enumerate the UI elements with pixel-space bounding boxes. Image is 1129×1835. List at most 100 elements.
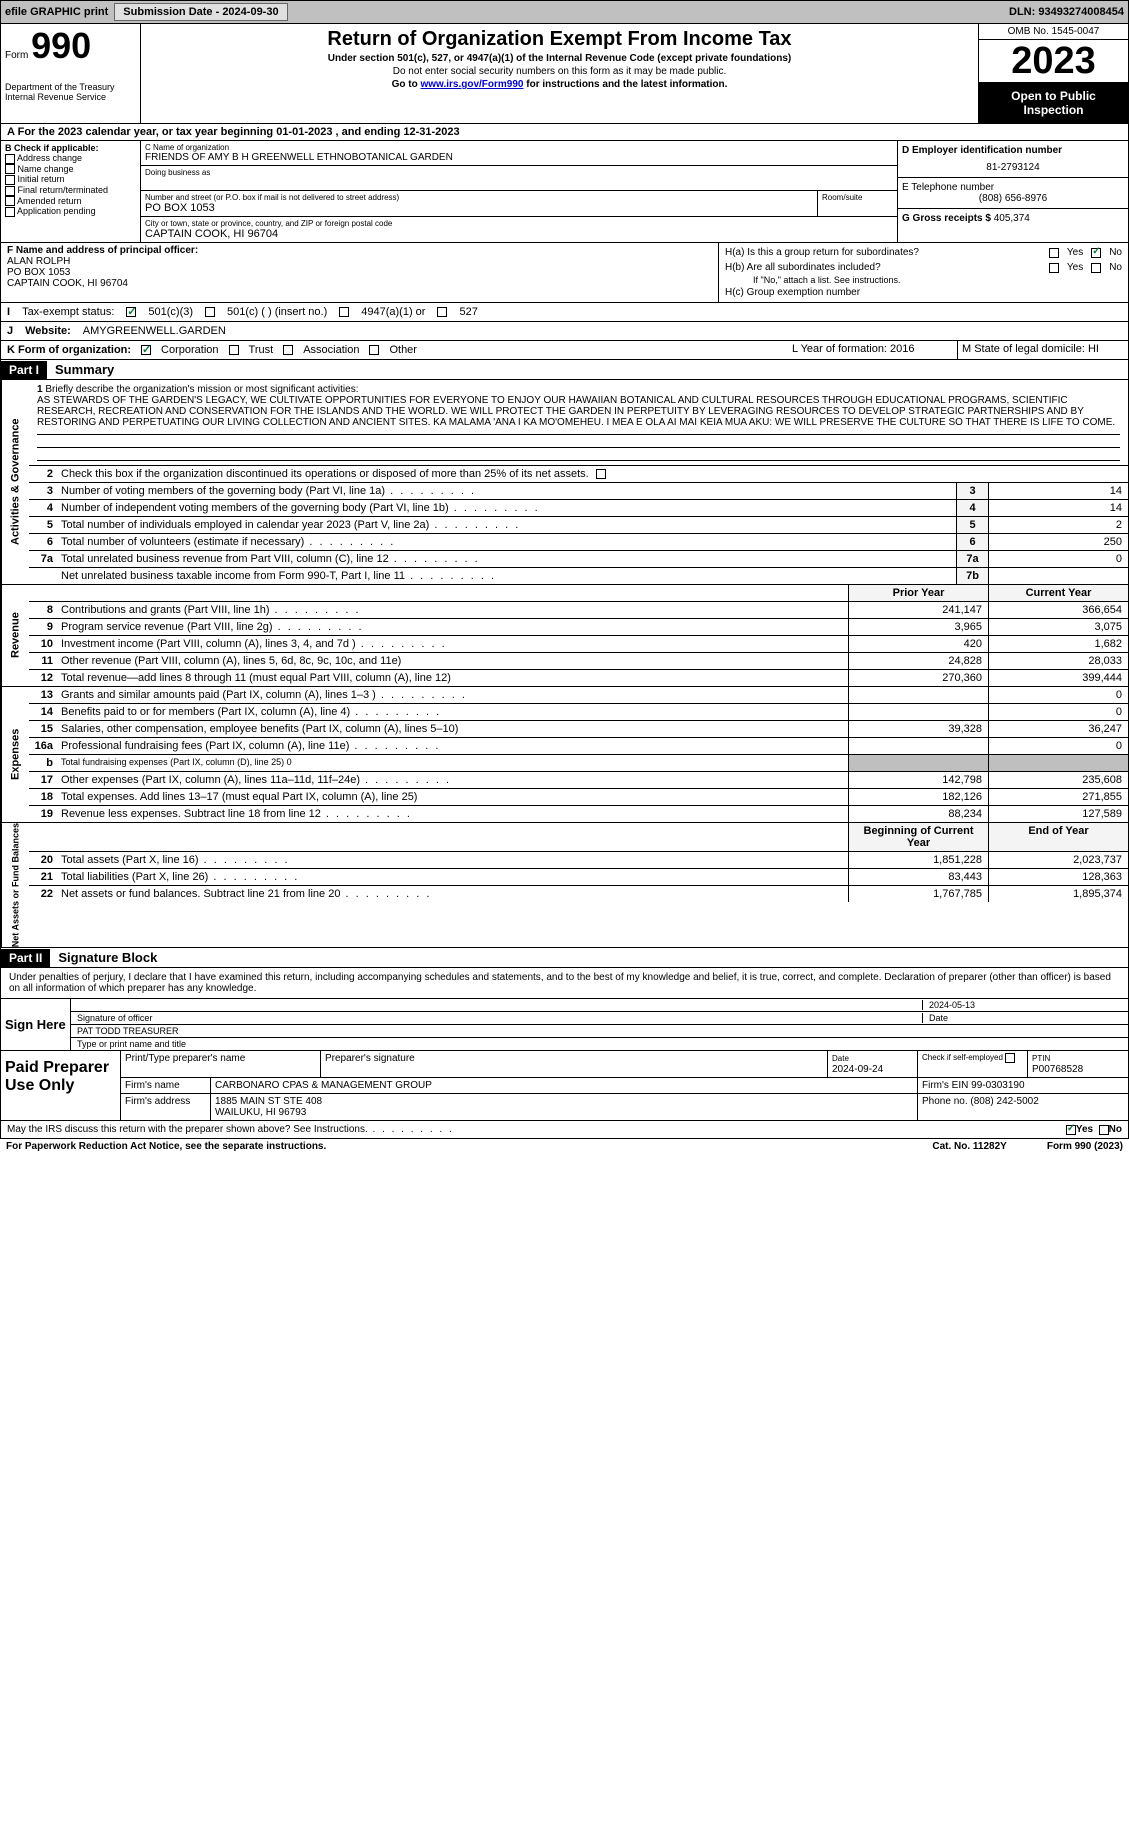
- line-2-checkbox[interactable]: [596, 469, 606, 479]
- ha-yes-checkbox[interactable]: [1049, 248, 1059, 258]
- h-b-line: H(b) Are all subordinates included? Yes …: [725, 260, 1122, 275]
- chk-other-org[interactable]: [369, 345, 379, 355]
- line-21: 21Total liabilities (Part X, line 26) 83…: [29, 868, 1128, 885]
- part-2-header: Part II Signature Block: [0, 948, 1129, 968]
- part-2-title: Signature Block: [50, 948, 165, 967]
- discuss-text: May the IRS discuss this return with the…: [7, 1124, 454, 1135]
- goto-line: Go to www.irs.gov/Form990 for instructio…: [149, 79, 970, 90]
- room-suite-label: Room/suite: [817, 191, 897, 216]
- preparer-name-row: Print/Type preparer's name Preparer's si…: [121, 1051, 1128, 1078]
- chk-501c-other[interactable]: [205, 307, 215, 317]
- g-label: G Gross receipts $: [902, 213, 991, 224]
- phone-value: (808) 656-8976: [902, 193, 1124, 204]
- hb-yes-checkbox[interactable]: [1049, 263, 1059, 273]
- officer-addr2: CAPTAIN COOK, HI 96704: [7, 278, 128, 289]
- chk-trust[interactable]: [229, 345, 239, 355]
- section-fh: F Name and address of principal officer:…: [0, 243, 1129, 303]
- part-1-title: Summary: [47, 360, 122, 379]
- line-7a-value: 0: [988, 551, 1128, 567]
- line-14: 14Benefits paid to or for members (Part …: [29, 703, 1128, 720]
- line-a-text: For the 2023 calendar year, or tax year …: [18, 126, 460, 138]
- goto-prefix: Go to: [392, 79, 421, 90]
- part-1-header: Part I Summary: [0, 360, 1129, 380]
- opt-application-pending[interactable]: Application pending: [5, 206, 136, 217]
- line-6-value: 250: [988, 534, 1128, 550]
- opt-address-change[interactable]: Address change: [5, 153, 136, 164]
- e-label: E Telephone number: [902, 182, 994, 193]
- opt-initial-return[interactable]: Initial return: [5, 174, 136, 185]
- officer-addr1: PO BOX 1053: [7, 267, 70, 278]
- col-beginning-year: Beginning of Current Year: [848, 823, 988, 851]
- firm-phone: (808) 242-5002: [970, 1096, 1038, 1107]
- dba-label: Doing business as: [145, 168, 893, 177]
- firm-name-label: Firm's name: [121, 1078, 211, 1093]
- irs-link[interactable]: www.irs.gov/Form990: [420, 79, 523, 90]
- form-label: Form: [5, 50, 28, 61]
- revenue-header-row: Prior Year Current Year: [29, 585, 1128, 601]
- net-assets-section: Net Assets or Fund Balances Beginning of…: [0, 823, 1129, 948]
- signature-block: Under penalties of perjury, I declare th…: [0, 968, 1129, 1121]
- efile-label[interactable]: efile GRAPHIC print: [5, 6, 108, 18]
- section-deg: D Employer identification number 81-2793…: [898, 141, 1128, 242]
- i-label: Tax-exempt status:: [22, 306, 114, 318]
- phone-block: E Telephone number (808) 656-8976: [898, 178, 1128, 209]
- side-label-expenses: Expenses: [1, 687, 29, 822]
- section-i: I Tax-exempt status: 501(c)(3) 501(c) ( …: [0, 303, 1129, 322]
- col-end-year: End of Year: [988, 823, 1128, 851]
- firm-name-row: Firm's name CARBONARO CPAS & MANAGEMENT …: [121, 1078, 1128, 1094]
- chk-527[interactable]: [437, 307, 447, 317]
- line-6: 6 Total number of volunteers (estimate i…: [29, 533, 1128, 550]
- section-klm: K Form of organization: Corporation Trus…: [0, 341, 1129, 360]
- sig-date-row: 2024-05-13: [71, 999, 1128, 1011]
- ha-no-checkbox[interactable]: [1091, 248, 1101, 258]
- opt-amended-return[interactable]: Amended return: [5, 196, 136, 207]
- line-16b: bTotal fundraising expenses (Part IX, co…: [29, 754, 1128, 771]
- form-title: Return of Organization Exempt From Incom…: [149, 28, 970, 51]
- website-url: AMYGREENWELL.GARDEN: [83, 325, 226, 337]
- form-id-block: Form 990 Department of the Treasury Inte…: [1, 24, 141, 123]
- goto-suffix: for instructions and the latest informat…: [526, 79, 727, 90]
- chk-association[interactable]: [283, 345, 293, 355]
- paid-preparer-label: Paid Preparer Use Only: [1, 1051, 121, 1120]
- perjury-declaration: Under penalties of perjury, I declare th…: [1, 968, 1128, 998]
- chk-corporation[interactable]: [141, 345, 151, 355]
- chk-4947a1[interactable]: [339, 307, 349, 317]
- opt-final-return[interactable]: Final return/terminated: [5, 185, 136, 196]
- city-label: City or town, state or province, country…: [145, 219, 893, 228]
- firm-addr1: 1885 MAIN ST STE 408: [215, 1096, 322, 1107]
- discuss-no-checkbox[interactable]: [1099, 1125, 1109, 1135]
- line-10: 10Investment income (Part VIII, column (…: [29, 635, 1128, 652]
- f-label: F Name and address of principal officer:: [7, 245, 198, 256]
- section-j: J Website: AMYGREENWELL.GARDEN: [0, 322, 1129, 341]
- line-5-value: 2: [988, 517, 1128, 533]
- section-h: H(a) Is this a group return for subordin…: [718, 243, 1128, 302]
- org-name-block: C Name of organization FRIENDS OF AMY B …: [141, 141, 897, 166]
- ptin-value: P00768528: [1032, 1064, 1083, 1075]
- tax-year: 2023: [979, 40, 1128, 83]
- submission-date-button[interactable]: Submission Date - 2024-09-30: [114, 3, 287, 21]
- section-bcdeg: B Check if applicable: Address change Na…: [0, 141, 1129, 243]
- opt-name-change[interactable]: Name change: [5, 164, 136, 175]
- mission-text: AS STEWARDS OF THE GARDEN'S LEGACY, WE C…: [37, 395, 1115, 428]
- ha-label: H(a) Is this a group return for subordin…: [725, 247, 1041, 258]
- hb-no-checkbox[interactable]: [1091, 263, 1101, 273]
- discuss-yes-checkbox[interactable]: [1066, 1125, 1076, 1135]
- side-label-netassets: Net Assets or Fund Balances: [1, 823, 29, 947]
- dba-block: Doing business as: [141, 166, 897, 191]
- officer-name-row: PAT TODD TREASURER: [71, 1024, 1128, 1037]
- self-employed-check[interactable]: Check if self-employed: [918, 1051, 1028, 1077]
- firm-ein-value: 99-0303190: [971, 1080, 1024, 1091]
- address-block: Number and street (or P.O. box if mail i…: [141, 191, 897, 217]
- line-3: 3 Number of voting members of the govern…: [29, 482, 1128, 499]
- firm-address-row: Firm's address 1885 MAIN ST STE 408 WAIL…: [121, 1094, 1128, 1120]
- line-17: 17Other expenses (Part IX, column (A), l…: [29, 771, 1128, 788]
- cat-number: Cat. No. 11282Y: [932, 1141, 1006, 1152]
- line-15: 15Salaries, other compensation, employee…: [29, 720, 1128, 737]
- h-a-line: H(a) Is this a group return for subordin…: [725, 245, 1122, 260]
- hc-label: H(c) Group exemption number: [725, 287, 860, 298]
- line-8: 8Contributions and grants (Part VIII, li…: [29, 601, 1128, 618]
- chk-501c3[interactable]: [126, 307, 136, 317]
- line-12: 12Total revenue—add lines 8 through 11 (…: [29, 669, 1128, 686]
- officer-name-title: PAT TODD TREASURER: [77, 1026, 179, 1036]
- line-3-value: 14: [988, 483, 1128, 499]
